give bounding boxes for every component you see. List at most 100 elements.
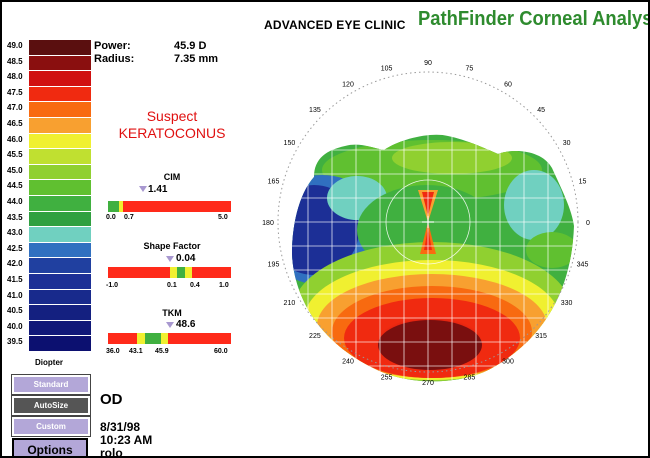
axis-label: 180 <box>262 220 274 227</box>
scale-row: 40.5 <box>2 305 94 321</box>
shape-factor-tick-low: 0.1 <box>167 282 177 289</box>
scale-swatch <box>29 273 91 289</box>
scale-swatch <box>29 164 91 180</box>
shape-factor-tick-min: -1.0 <box>106 282 119 289</box>
scale-row: 41.0 <box>2 289 94 306</box>
cim-tick-threshold: 0.7 <box>124 214 134 221</box>
scale-row: 48.5 <box>2 55 94 72</box>
outer-ring <box>277 71 579 373</box>
scale-swatch <box>29 195 91 211</box>
scale-row: 43.5 <box>2 211 94 228</box>
tkm-tick-min: 36.0 <box>106 348 120 355</box>
axis-label: 225 <box>309 333 321 340</box>
tkm-tick-high: 45.9 <box>155 348 169 355</box>
scale-row: 39.5 <box>2 336 94 352</box>
axis-label: 150 <box>284 140 296 147</box>
axis-label: 105 <box>381 66 393 73</box>
power-label: Power: <box>94 40 131 52</box>
tkm-tick-max: 60.0 <box>214 348 228 355</box>
cim-marker-icon <box>139 186 147 192</box>
scale-row: 44.5 <box>2 180 94 196</box>
scale-swatch <box>29 102 91 117</box>
eye-label: OD <box>100 391 123 408</box>
standard-button[interactable]: Standard <box>11 374 91 395</box>
exam-time: 10:23 AM <box>100 433 153 447</box>
scale-label: 44.0 <box>7 196 23 206</box>
tkm-title: TKM <box>162 308 182 318</box>
axis-label: 75 <box>466 66 474 73</box>
cim-value: 1.41 <box>148 184 168 195</box>
tkm-tick-low: 43.1 <box>129 348 143 355</box>
scale-swatch <box>29 227 91 242</box>
axis-label: 270 <box>422 380 434 387</box>
tkm-bar <box>108 333 231 344</box>
scale-row: 46.0 <box>2 133 94 150</box>
scale-swatch <box>29 180 91 195</box>
shape-factor-tick-max: 1.0 <box>219 282 229 289</box>
scale-row: 47.0 <box>2 102 94 118</box>
scale-label: 46.0 <box>7 134 23 144</box>
axis-label: 120 <box>342 81 354 88</box>
axis-label: 285 <box>464 375 476 382</box>
axis-label: 300 <box>502 359 514 366</box>
scale-swatch <box>29 258 91 273</box>
scale-row: 42.0 <box>2 258 94 274</box>
scale-swatch <box>29 117 91 133</box>
scale-label: 42.5 <box>7 243 23 253</box>
shape-factor-title: Shape Factor <box>143 241 201 251</box>
axis-label: 255 <box>381 375 393 382</box>
tkm-marker-icon <box>166 322 174 328</box>
scale-row: 41.5 <box>2 273 94 290</box>
scale-label: 39.5 <box>7 337 23 347</box>
axis-labels: 0 15 30 45 60 75 90 105 120 135 150 165 180 195 210 225… <box>262 60 590 387</box>
center-crosshair-icon <box>422 216 434 228</box>
scale-label: 48.5 <box>7 56 23 66</box>
scale-label: 47.5 <box>7 87 23 97</box>
scale-label: 49.0 <box>7 41 23 50</box>
tkm-value: 48.6 <box>176 319 196 330</box>
radius-label: Radius: <box>94 53 135 65</box>
autosize-button[interactable]: AutoSize <box>11 395 91 416</box>
shape-factor-tick-high: 0.4 <box>190 282 200 289</box>
shape-factor-bar <box>108 267 231 278</box>
scale-swatch <box>29 289 91 305</box>
shape-factor-value: 0.04 <box>176 253 196 264</box>
topography-colors <box>292 134 574 382</box>
scale-label: 48.0 <box>7 72 23 82</box>
app-title: PathFinder Corneal Analysis <box>418 8 648 30</box>
axis-label: 210 <box>284 300 296 307</box>
scale-label: 45.5 <box>7 150 23 160</box>
cim-bar <box>108 201 231 212</box>
diagnosis-line2: KERATOCONUS <box>118 125 226 141</box>
shape-factor-marker-icon <box>166 256 174 262</box>
power-value: 45.9 D <box>174 40 207 52</box>
scale-swatch <box>29 211 91 227</box>
axis-label: 330 <box>561 300 573 307</box>
scale-swatch <box>29 336 91 351</box>
options-button[interactable]: Options <box>12 438 88 456</box>
operator: rolo <box>100 446 123 456</box>
scale-label: 44.5 <box>7 181 23 191</box>
scale-swatch <box>29 71 91 86</box>
diagnosis-line1: Suspect <box>146 108 198 124</box>
axis-label: 165 <box>268 179 280 186</box>
scale-row: 45.0 <box>2 164 94 181</box>
scale-label: 43.0 <box>7 228 23 238</box>
scale-label: 45.0 <box>7 165 23 175</box>
scale-swatch <box>29 86 91 102</box>
cim-tick-max: 5.0 <box>218 214 228 221</box>
axis-label: 240 <box>342 359 354 366</box>
scale-label: 46.5 <box>7 118 23 128</box>
custom-button[interactable]: Custom <box>11 416 91 437</box>
scale-label: 40.0 <box>7 321 23 331</box>
scale-label: 42.0 <box>7 259 23 269</box>
clinic-name: ADVANCED EYE CLINIC <box>264 18 406 32</box>
scale-label: 40.5 <box>7 306 23 316</box>
scale-swatch <box>29 55 91 71</box>
axis-label: 345 <box>577 261 589 268</box>
axis-label: 45 <box>537 107 545 114</box>
corneal-topography-map[interactable]: 0 15 30 45 60 75 90 105 120 135 150 165 180 195 210 225… <box>252 50 600 400</box>
scale-row: 43.0 <box>2 227 94 243</box>
scale-swatch <box>29 149 91 164</box>
